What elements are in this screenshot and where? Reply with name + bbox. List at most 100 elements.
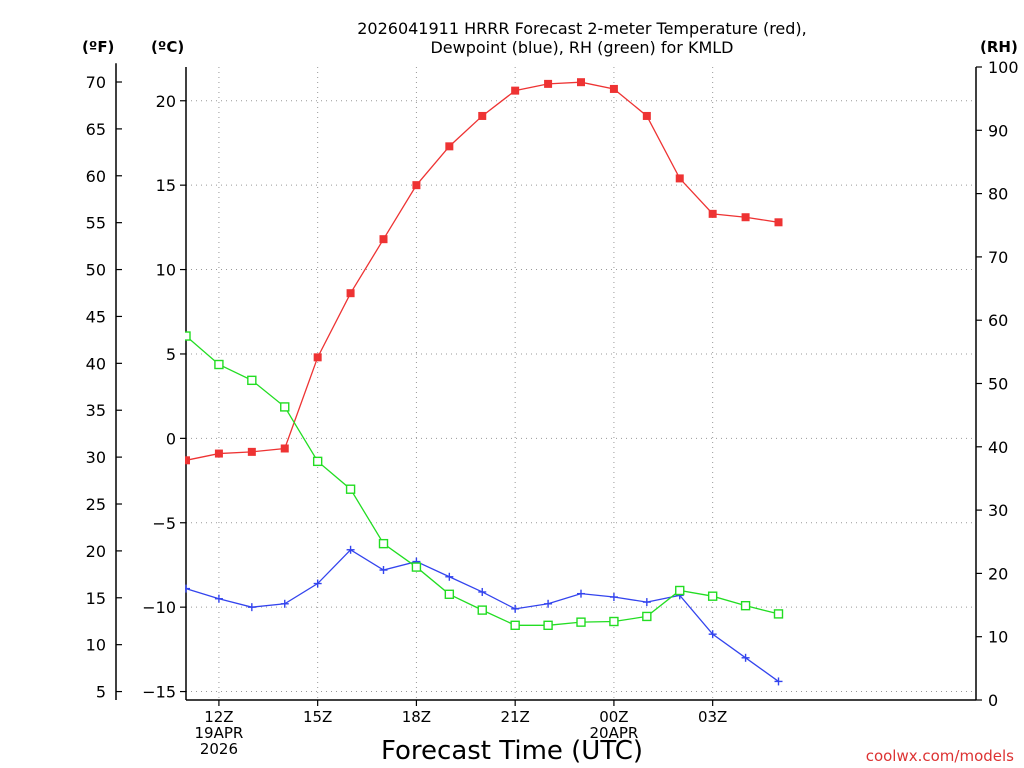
fahrenheit-tick-label: 50 (86, 261, 106, 280)
temperature-point (185, 456, 190, 465)
x-tick-label: 12Z (204, 708, 233, 726)
rh-point (280, 402, 290, 412)
rh-point (740, 600, 751, 611)
dewpoint-point (609, 593, 618, 602)
fahrenheit-tick-label: 55 (86, 214, 106, 233)
dewpoint-line (185, 548, 779, 682)
rh-point (675, 585, 685, 596)
temperature-point (675, 174, 684, 183)
temperature-point (214, 449, 223, 458)
rh-point (345, 484, 356, 494)
x-axis-label: Forecast Time (UTC) (381, 736, 643, 766)
fahrenheit-tick-label: 35 (86, 401, 106, 420)
rh-point (214, 359, 224, 370)
rh-point (576, 617, 586, 627)
celsius-tick-label: 15 (156, 176, 176, 195)
dewpoint-point (214, 594, 223, 603)
celsius-tick-label: 10 (156, 261, 176, 280)
dewpoint-point (247, 603, 256, 612)
rh-point (185, 331, 191, 341)
dewpoint-point (379, 566, 388, 575)
x-tick-label: 03Z (698, 708, 727, 726)
temperature-point (511, 86, 520, 95)
dewpoint-point (577, 589, 585, 598)
dewpoint-point (313, 579, 322, 588)
rh-point (609, 616, 619, 627)
rh-tick-label: 30 (988, 501, 1008, 520)
x-tick-label: 2026 (200, 740, 238, 758)
fahrenheit-tick-label: 20 (86, 542, 106, 561)
temperature-point (313, 353, 322, 362)
fahrenheit-tick-label: 5 (96, 683, 106, 702)
fahrenheit-tick-label: 45 (86, 307, 106, 326)
temperature-point (478, 111, 487, 120)
rh-tick-label: 90 (988, 121, 1008, 140)
dewpoint-point (511, 604, 520, 613)
temperature-point (379, 235, 388, 244)
rh-point (642, 611, 652, 622)
rh-tick-label: 0 (988, 691, 998, 710)
dewpoint-point (185, 584, 190, 593)
temperature-point (708, 209, 717, 218)
fahrenheit-tick-label: 60 (86, 167, 106, 186)
temperature-point (577, 78, 585, 87)
chart-title-line2: Dewpoint (blue), RH (green) for KMLD (430, 38, 733, 57)
rh-line (185, 335, 779, 626)
celsius-tick-label: −5 (152, 514, 176, 533)
fahrenheit-tick-label: 65 (86, 120, 106, 139)
dewpoint-point (544, 599, 553, 608)
dewpoint-point (741, 653, 750, 662)
x-tick-label: 18Z (402, 708, 431, 726)
fahrenheit-tick-label: 10 (86, 636, 106, 655)
dewpoint-point (478, 587, 487, 596)
rh-point (411, 562, 422, 572)
temperature-point (412, 181, 421, 190)
chart-title-line1: 2026041911 HRRR Forecast 2-meter Tempera… (357, 19, 807, 38)
rh-point (247, 375, 257, 386)
rh-point (773, 609, 784, 619)
temperature-point (280, 444, 289, 453)
temperature-point (544, 79, 553, 88)
credit-text: coolwx.com/models (866, 747, 1014, 765)
fahrenheit-tick-label: 70 (86, 73, 106, 92)
celsius-unit-label: (ºC) (151, 38, 184, 56)
rh-point (510, 620, 520, 631)
celsius-tick-label: −15 (142, 683, 176, 702)
celsius-tick-label: 0 (166, 429, 176, 448)
rh-tick-label: 10 (988, 628, 1008, 647)
dewpoint-point (774, 677, 783, 686)
fahrenheit-unit-label: (ºF) (82, 38, 114, 56)
rh-point (378, 538, 389, 549)
temperature-point (774, 218, 783, 227)
temperature-line (185, 81, 779, 461)
fahrenheit-tick-label: 40 (86, 354, 106, 373)
dewpoint-point (346, 545, 355, 554)
celsius-tick-label: 20 (156, 92, 176, 111)
celsius-tick-label: 5 (166, 345, 176, 364)
x-tick-label: 15Z (303, 708, 332, 726)
temperature-point (741, 213, 750, 222)
temperature-point (642, 111, 651, 120)
rh-tick-label: 100 (988, 58, 1019, 77)
series-layer (185, 78, 784, 686)
x-tick-label: 00Z (599, 708, 628, 726)
x-tick-label: 19APR (195, 724, 244, 742)
temperature-point (445, 142, 454, 151)
temperature-point (346, 289, 355, 298)
rh-point (444, 589, 455, 599)
dewpoint-point (708, 630, 717, 639)
dewpoint-point (445, 572, 454, 581)
rh-tick-label: 50 (988, 375, 1008, 394)
rh-tick-label: 40 (988, 438, 1008, 457)
rh-tick-label: 70 (988, 248, 1008, 267)
rh-tick-label: 80 (988, 185, 1008, 204)
temperature-point (247, 447, 256, 456)
rh-point (707, 591, 718, 601)
celsius-tick-label: −10 (142, 598, 176, 617)
rh-tick-label: 20 (988, 564, 1008, 583)
x-tick-label: 21Z (500, 708, 529, 726)
temperature-point (609, 84, 618, 93)
fahrenheit-tick-label: 25 (86, 495, 106, 514)
